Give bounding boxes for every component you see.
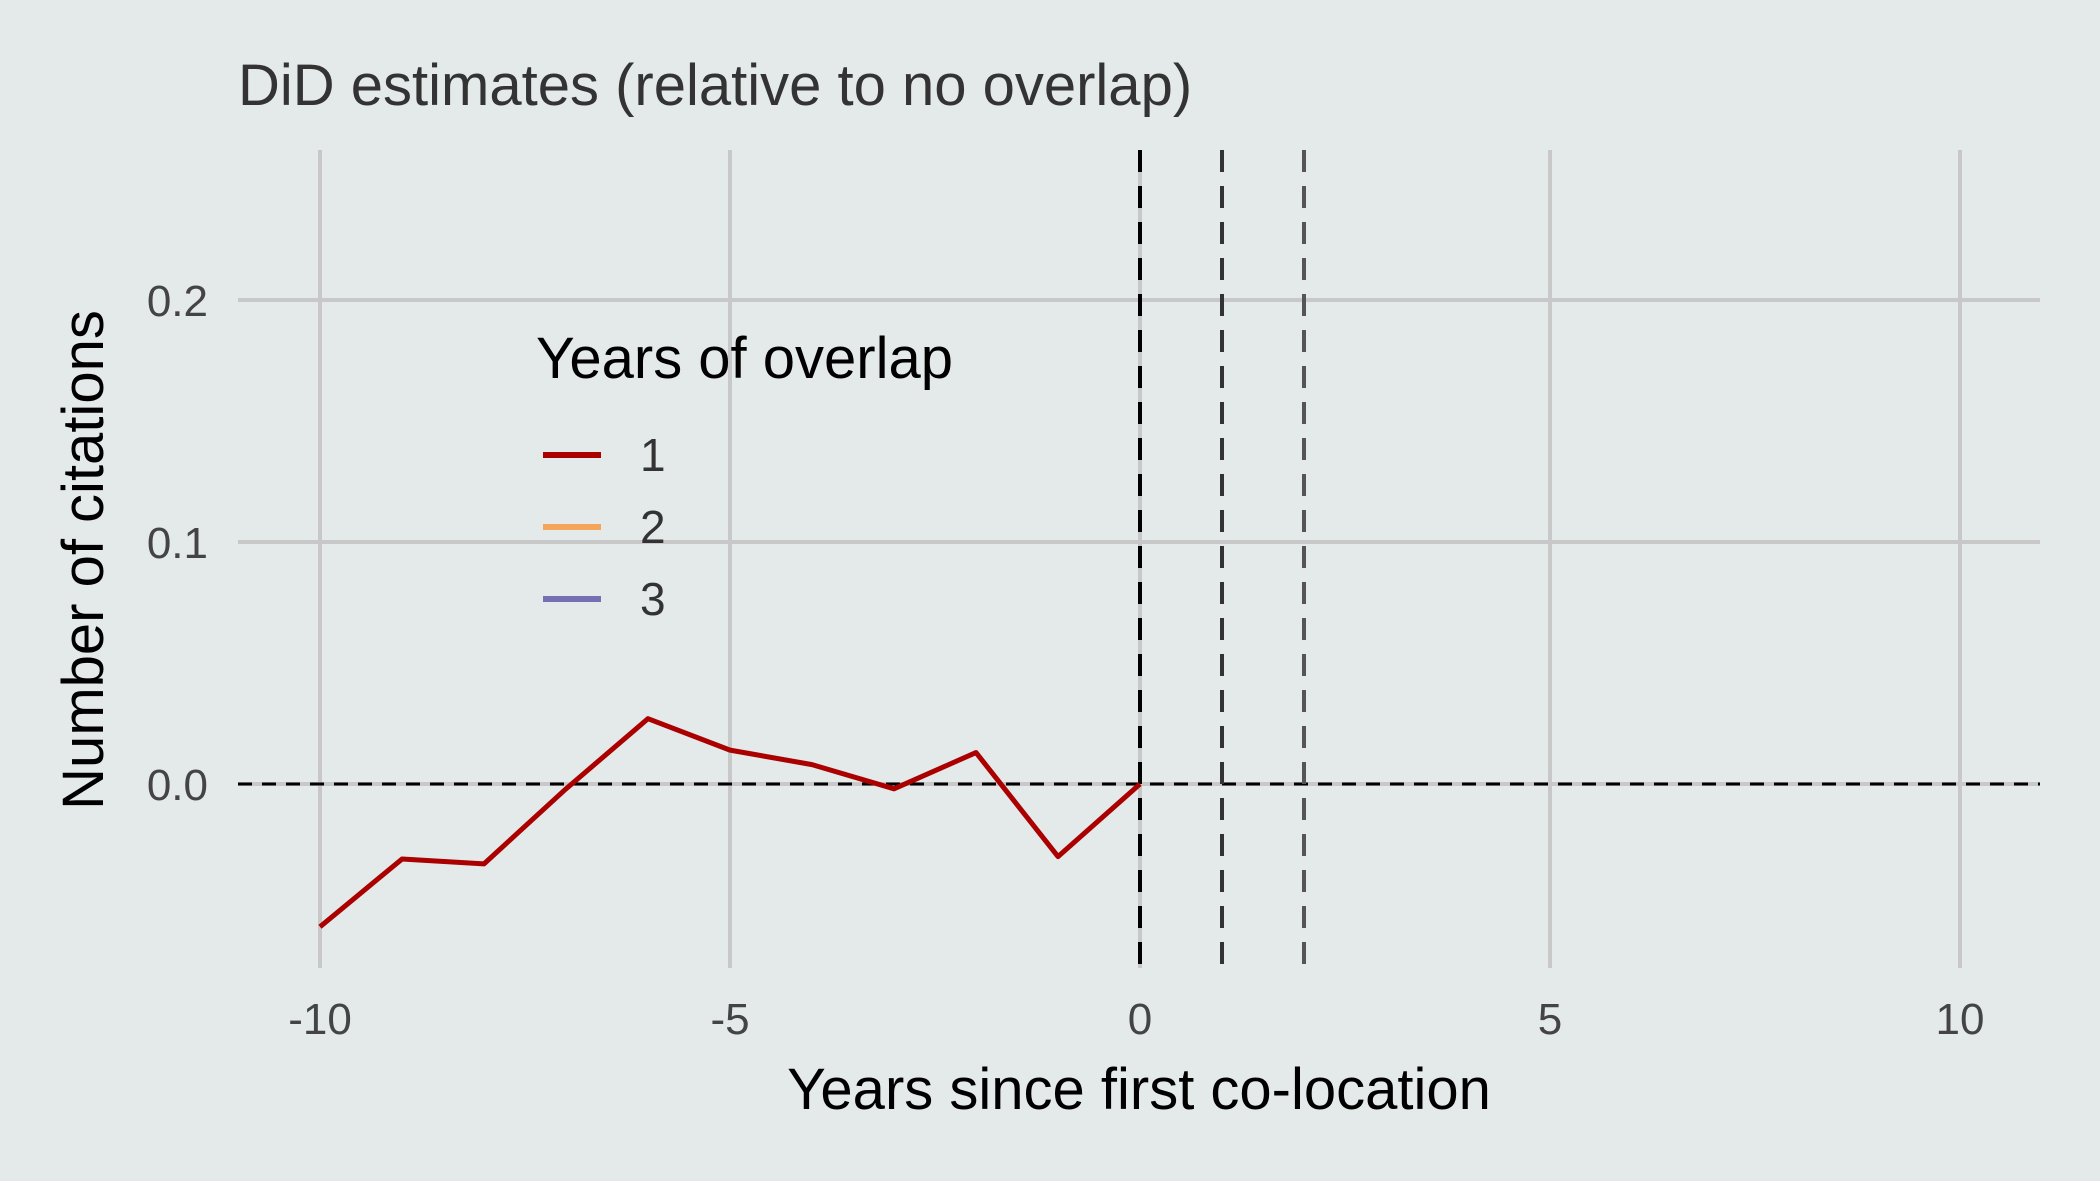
- x-tick-label: 0: [1128, 995, 1152, 1044]
- series-lines: [318, 716, 1142, 929]
- x-axis-title: Years since first co-location: [787, 1057, 1491, 1122]
- chart-title: DiD estimates (relative to no overlap): [238, 53, 1192, 118]
- legend: Years of overlap 1 2 3: [536, 326, 953, 625]
- y-tick-labels: 0.0 0.1 0.2: [147, 277, 208, 810]
- x-tick-label: -10: [288, 995, 352, 1044]
- y-tick-label: 0.2: [147, 277, 208, 326]
- x-tick-label: 10: [1936, 995, 1985, 1044]
- legend-label-1: 1: [640, 429, 666, 481]
- y-tick-label: 0.1: [147, 519, 208, 568]
- series-line-1: [318, 716, 1142, 929]
- y-tick-label: 0.0: [147, 761, 208, 810]
- x-tick-label: -5: [710, 995, 749, 1044]
- reference-lines: [238, 150, 2040, 968]
- x-tick-labels: -10 -5 0 5 10: [288, 995, 1984, 1044]
- legend-title: Years of overlap: [536, 326, 953, 391]
- legend-label-2: 2: [640, 501, 666, 553]
- y-axis-title: Number of citations: [51, 310, 116, 810]
- legend-label-3: 3: [640, 573, 666, 625]
- x-tick-label: 5: [1538, 995, 1562, 1044]
